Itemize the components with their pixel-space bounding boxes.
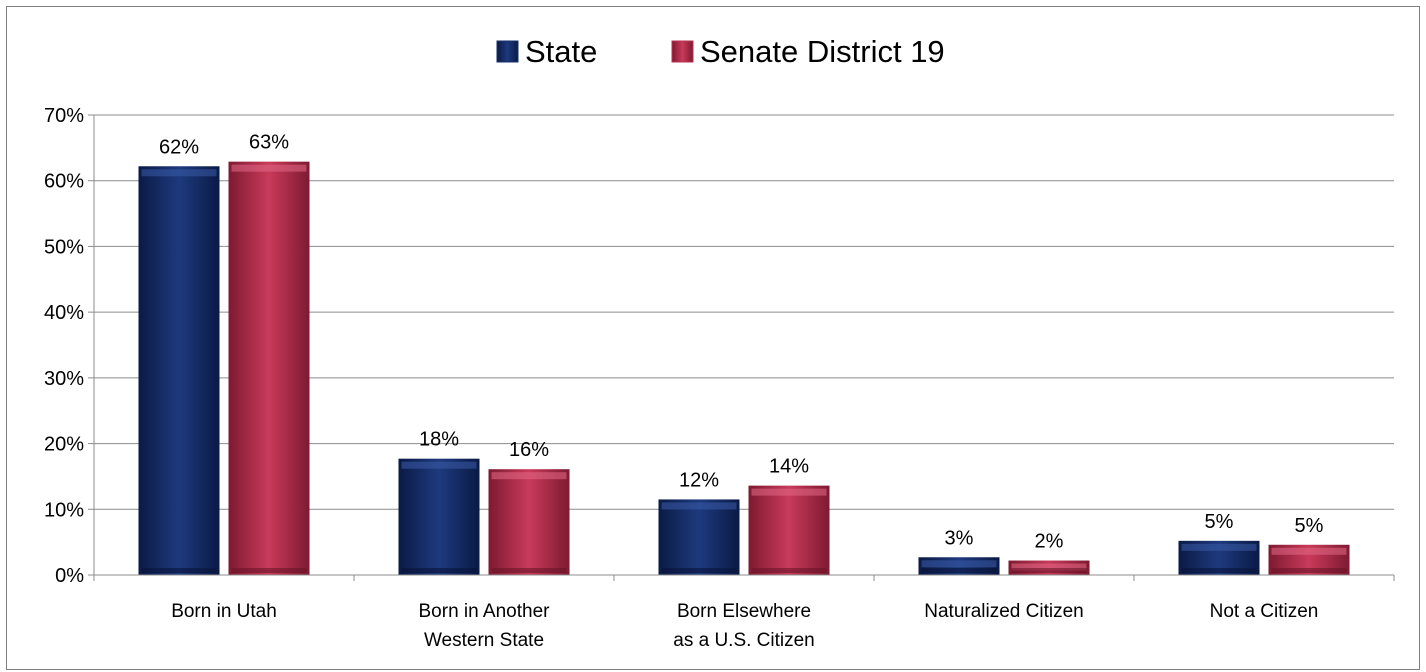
bar-district-2 bbox=[488, 469, 570, 575]
bar-body bbox=[398, 458, 480, 575]
bar-district-5 bbox=[1268, 544, 1350, 575]
data-label: 5% bbox=[1295, 515, 1324, 537]
legend-label-1: State bbox=[525, 34, 597, 69]
bar-bevel-bottom bbox=[1181, 568, 1257, 573]
x-category-label: Born in Utah bbox=[171, 601, 277, 622]
chart-legend: State Senate District 19 bbox=[496, 34, 945, 69]
bar-state-1 bbox=[138, 166, 220, 575]
bar-state-2 bbox=[398, 458, 480, 575]
data-labels: 62% 63% 18% 16% 12% 14% 3% 2% 5% 5% bbox=[159, 132, 1324, 553]
bar-bevel-top bbox=[1181, 543, 1257, 551]
bar-bevel-bottom bbox=[1011, 568, 1087, 573]
bar-bevel-top bbox=[1271, 547, 1347, 555]
x-category-label: Born Elsewhere bbox=[677, 601, 811, 622]
x-category-label: Not a Citizen bbox=[1210, 601, 1319, 622]
bar-chart: State Senate District 19 0% 10% 20% 30% 40% 50… bbox=[44, 34, 1395, 651]
bar-bevel-bottom bbox=[921, 568, 997, 573]
legend-swatch-2 bbox=[671, 40, 694, 63]
legend-swatch-1 bbox=[496, 40, 519, 63]
bar-bevel-bottom bbox=[141, 568, 217, 573]
y-tick-label: 10% bbox=[44, 499, 84, 521]
bar-bevel-bottom bbox=[401, 568, 477, 573]
bar-bevel-top bbox=[1011, 563, 1087, 571]
x-category-label: Naturalized Citizen bbox=[924, 601, 1083, 622]
y-tick-label: 0% bbox=[55, 565, 84, 587]
bar-bevel-top bbox=[751, 488, 827, 496]
bar-district-1 bbox=[228, 161, 310, 575]
x-category-label: Born in Another bbox=[419, 601, 551, 622]
bar-bevel-bottom bbox=[491, 568, 567, 573]
bar-bevel-bottom bbox=[661, 568, 737, 573]
data-label: 18% bbox=[419, 429, 459, 451]
data-label: 16% bbox=[509, 439, 549, 461]
bar-state-5 bbox=[1178, 540, 1260, 575]
y-tick-label: 60% bbox=[44, 171, 84, 193]
bar-bevel-top bbox=[141, 169, 217, 177]
chart-bars bbox=[138, 161, 1350, 575]
data-label: 62% bbox=[159, 136, 199, 158]
x-axis: Born in Utah Born in Another Western State… bbox=[93, 574, 1395, 651]
data-label: 3% bbox=[945, 527, 974, 549]
data-label: 14% bbox=[769, 456, 809, 478]
x-category-label: Western State bbox=[424, 630, 544, 651]
bar-district-4 bbox=[1008, 560, 1090, 575]
y-tick-label: 30% bbox=[44, 368, 84, 390]
bar-state-3 bbox=[658, 499, 740, 575]
y-axis: 0% 10% 20% 30% 40% 50% 60% 70% bbox=[44, 105, 95, 587]
data-label: 63% bbox=[249, 132, 289, 154]
y-tick-label: 70% bbox=[44, 105, 84, 127]
bar-body bbox=[488, 469, 570, 575]
bar-bevel-top bbox=[401, 461, 477, 469]
bar-bevel-top bbox=[661, 502, 737, 510]
bar-state-4 bbox=[918, 557, 1000, 575]
bar-district-3 bbox=[748, 485, 830, 575]
bar-body bbox=[748, 485, 830, 575]
legend-label-2: Senate District 19 bbox=[700, 34, 945, 69]
bar-body bbox=[228, 161, 310, 575]
bar-bevel-bottom bbox=[231, 568, 307, 573]
y-tick-label: 40% bbox=[44, 302, 84, 324]
chart-gridlines bbox=[94, 114, 1394, 576]
bar-bevel-top bbox=[491, 472, 567, 480]
x-category-label: as a U.S. Citizen bbox=[673, 630, 815, 651]
data-label: 12% bbox=[679, 469, 719, 491]
bar-body bbox=[138, 166, 220, 575]
data-label: 2% bbox=[1035, 531, 1064, 553]
bar-bevel-top bbox=[921, 560, 997, 568]
bar-bevel-top bbox=[231, 164, 307, 172]
bar-bevel-bottom bbox=[1271, 568, 1347, 573]
chart-frame: State Senate District 19 0% 10% 20% 30% 40% 50… bbox=[6, 6, 1420, 670]
y-tick-label: 20% bbox=[44, 434, 84, 456]
bar-bevel-bottom bbox=[751, 568, 827, 573]
data-label: 5% bbox=[1205, 511, 1234, 533]
bar-body bbox=[658, 499, 740, 575]
y-tick-label: 50% bbox=[44, 236, 84, 258]
